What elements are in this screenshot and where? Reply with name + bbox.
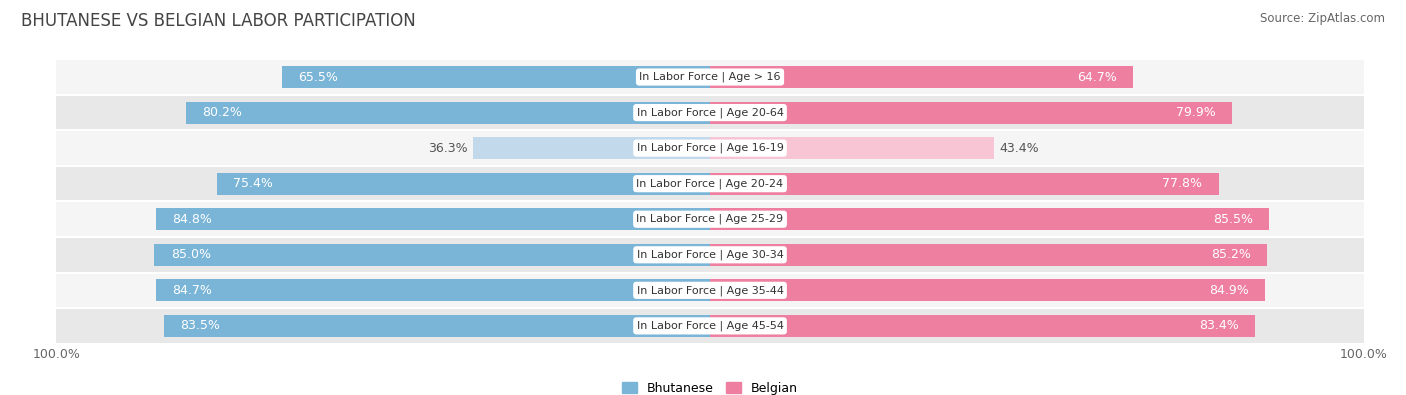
Bar (56, 166, 1364, 201)
Bar (56, 130, 1364, 166)
Text: Source: ZipAtlas.com: Source: ZipAtlas.com (1260, 12, 1385, 25)
Text: 85.0%: 85.0% (170, 248, 211, 261)
Bar (56, 59, 1364, 95)
Text: 79.9%: 79.9% (1177, 106, 1216, 119)
Text: In Labor Force | Age 20-24: In Labor Force | Age 20-24 (637, 179, 783, 189)
Bar (156, 279, 710, 301)
Bar (710, 137, 994, 159)
Bar (710, 66, 1133, 88)
Bar (710, 208, 1270, 230)
Text: In Labor Force | Age 35-44: In Labor Force | Age 35-44 (637, 285, 783, 295)
Legend: Bhutanese, Belgian: Bhutanese, Belgian (617, 377, 803, 395)
Text: 75.4%: 75.4% (233, 177, 273, 190)
Bar (56, 273, 1364, 308)
Text: 43.4%: 43.4% (1000, 142, 1039, 154)
Text: 83.5%: 83.5% (180, 320, 221, 332)
Bar (165, 315, 710, 337)
Text: 64.7%: 64.7% (1077, 71, 1116, 83)
Bar (281, 66, 710, 88)
Text: In Labor Force | Age 25-29: In Labor Force | Age 25-29 (637, 214, 783, 224)
Bar (710, 279, 1265, 301)
Text: 84.7%: 84.7% (173, 284, 212, 297)
Bar (56, 95, 1364, 130)
Text: In Labor Force | Age 16-19: In Labor Force | Age 16-19 (637, 143, 783, 153)
Text: In Labor Force | Age 20-64: In Labor Force | Age 20-64 (637, 107, 783, 118)
Bar (186, 102, 710, 124)
Bar (56, 237, 1364, 273)
Bar (217, 173, 710, 195)
Text: 84.9%: 84.9% (1209, 284, 1249, 297)
Bar (56, 308, 1364, 344)
Text: 36.3%: 36.3% (427, 142, 467, 154)
Text: 83.4%: 83.4% (1199, 320, 1239, 332)
Text: 84.8%: 84.8% (172, 213, 212, 226)
Text: 85.5%: 85.5% (1213, 213, 1253, 226)
Bar (56, 201, 1364, 237)
Bar (710, 173, 1219, 195)
Text: In Labor Force | Age > 16: In Labor Force | Age > 16 (640, 72, 780, 82)
Bar (710, 315, 1256, 337)
Bar (710, 102, 1233, 124)
Text: BHUTANESE VS BELGIAN LABOR PARTICIPATION: BHUTANESE VS BELGIAN LABOR PARTICIPATION (21, 12, 416, 30)
Text: 65.5%: 65.5% (298, 71, 337, 83)
Text: 80.2%: 80.2% (202, 106, 242, 119)
Bar (472, 137, 710, 159)
Text: 85.2%: 85.2% (1211, 248, 1251, 261)
Bar (156, 208, 710, 230)
Text: 77.8%: 77.8% (1163, 177, 1202, 190)
Bar (710, 244, 1267, 266)
Text: In Labor Force | Age 45-54: In Labor Force | Age 45-54 (637, 321, 783, 331)
Bar (155, 244, 710, 266)
Text: In Labor Force | Age 30-34: In Labor Force | Age 30-34 (637, 250, 783, 260)
